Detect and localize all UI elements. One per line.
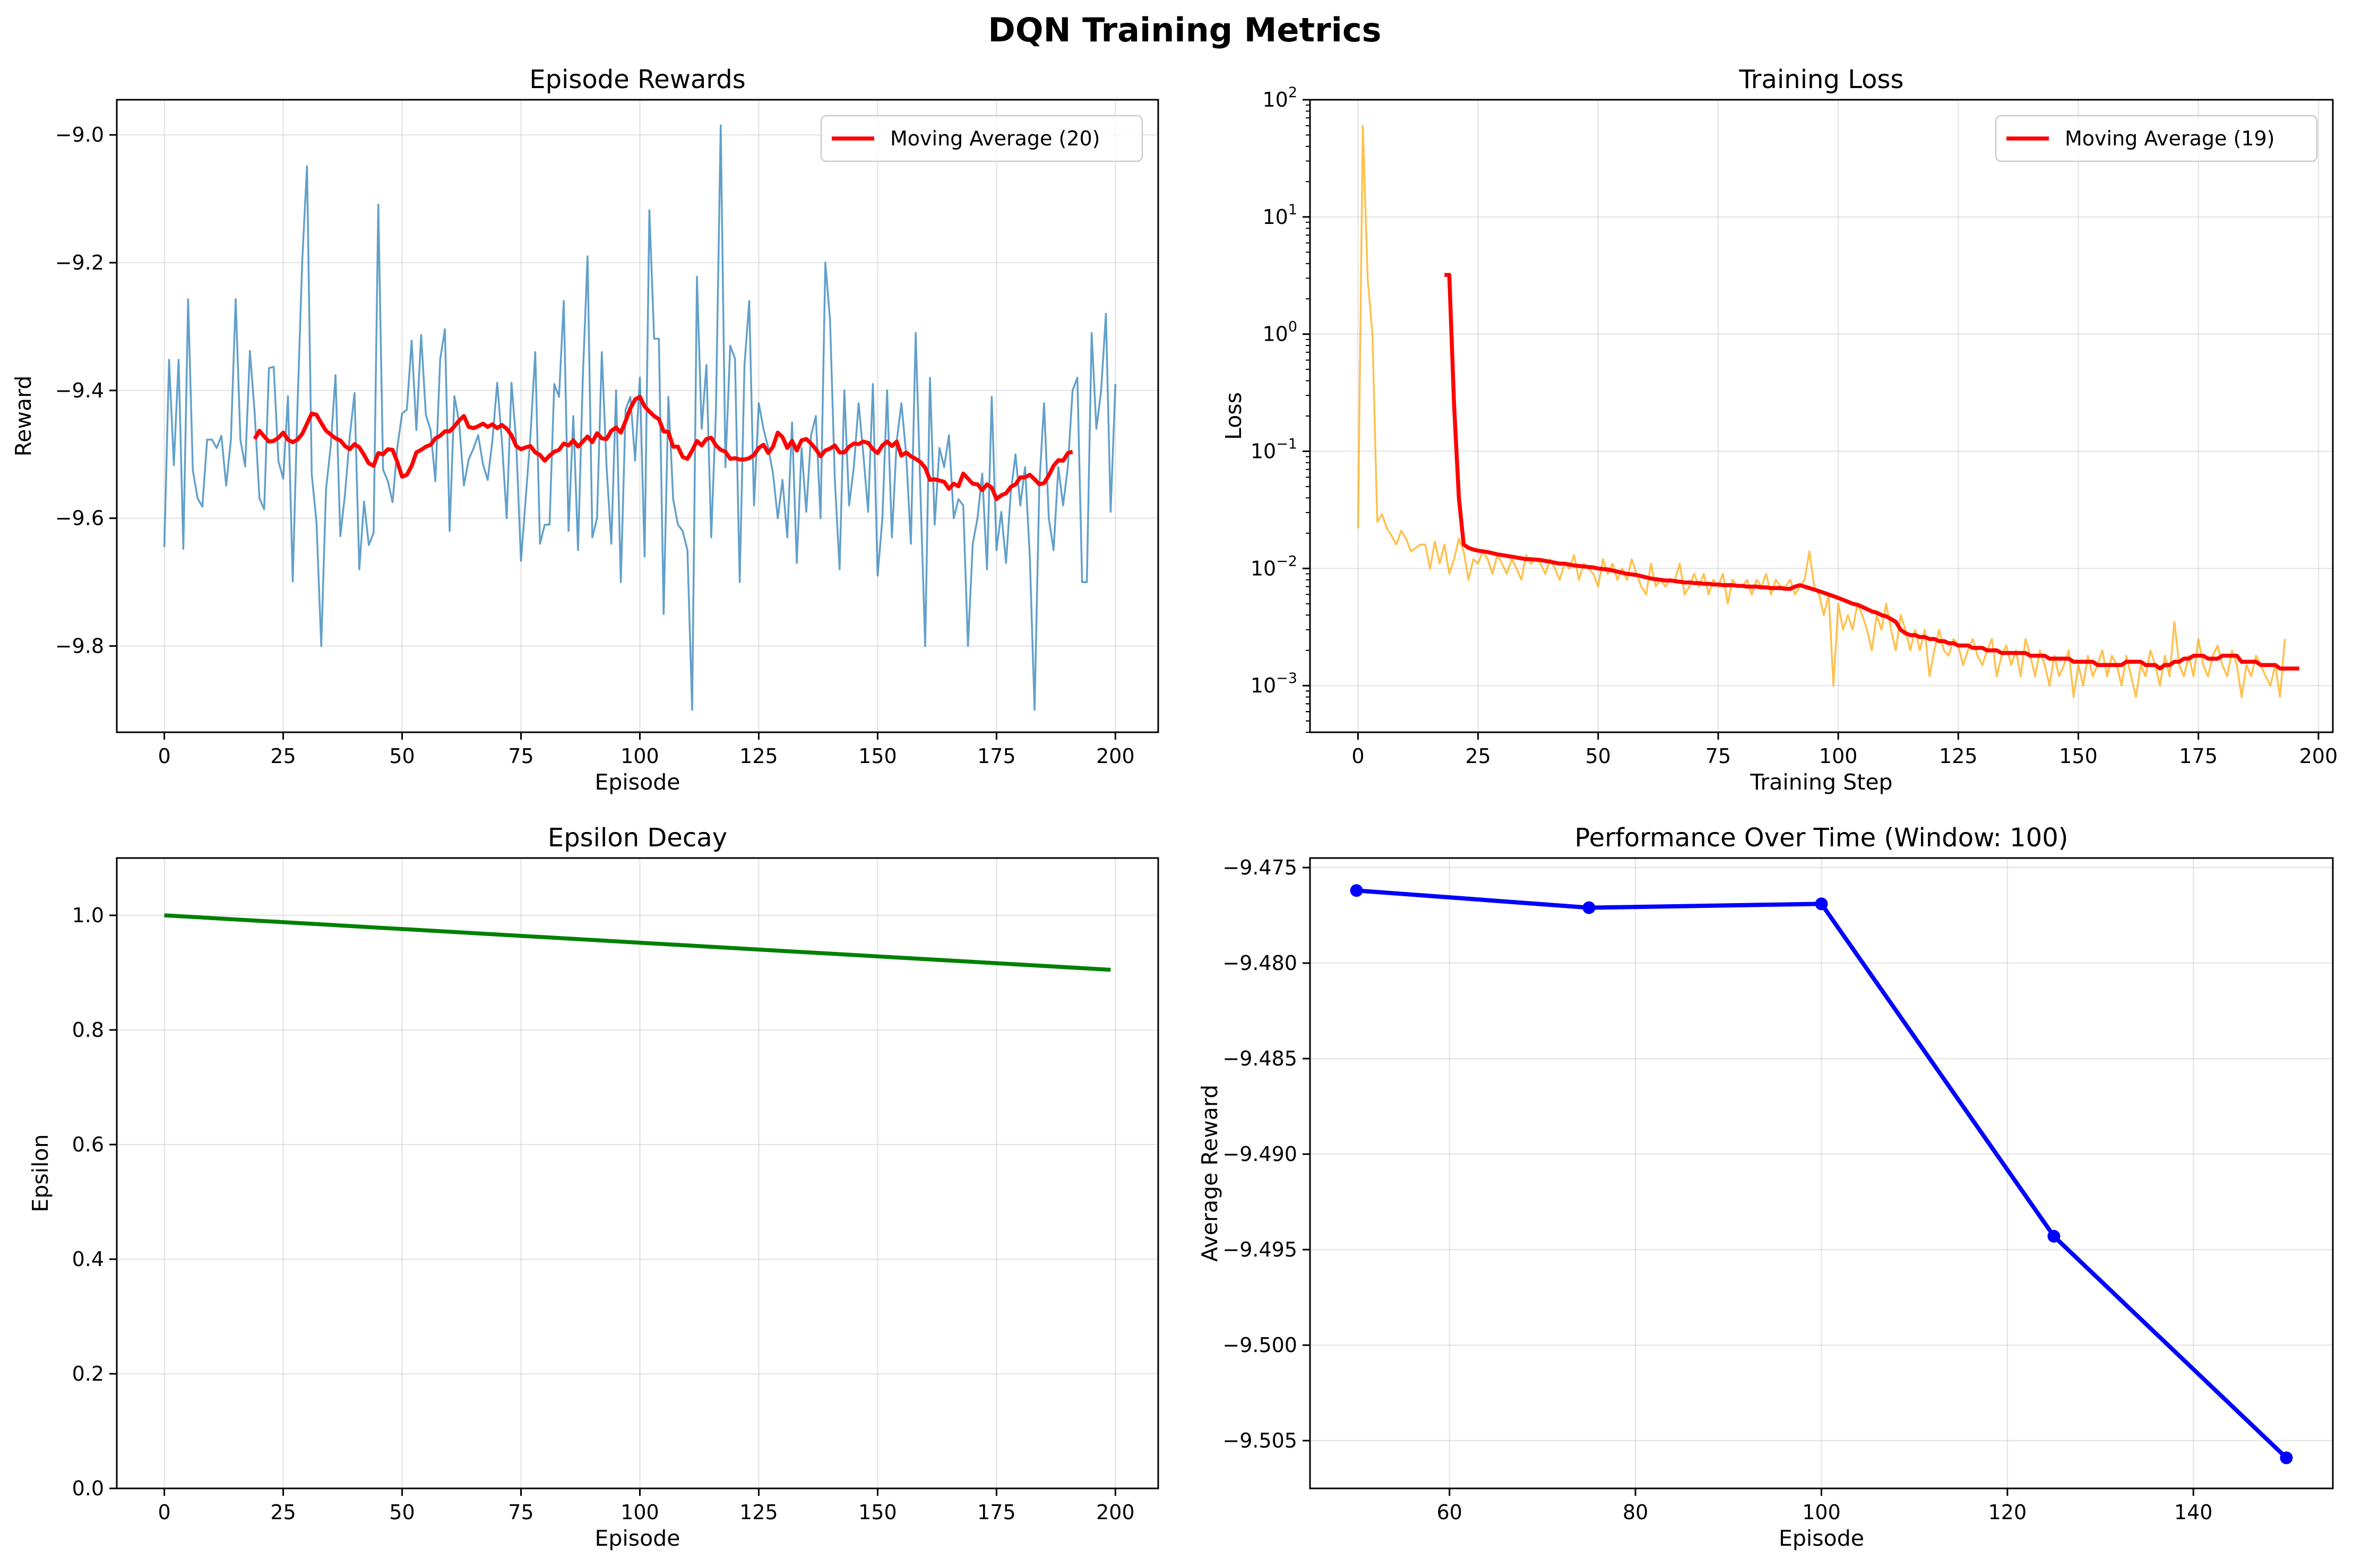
y-tick-label: −9.2 — [55, 251, 104, 274]
rewards-y-axis-label: Reward — [11, 376, 36, 457]
y-tick-label: −9.495 — [1222, 1238, 1297, 1261]
performance-data-point — [1815, 897, 1828, 911]
x-tick-label: 100 — [1819, 744, 1858, 768]
x-tick-label: 125 — [1939, 744, 1978, 768]
x-tick-label: 60 — [1437, 1501, 1462, 1524]
loss-chart: 0 25 50 75 100 125 150 175 200 102 101 100 10−1 10−2 1… — [1221, 65, 2338, 795]
y-tick-label: 10−1 — [1251, 436, 1297, 463]
x-tick-label: 80 — [1623, 1501, 1648, 1524]
x-tick-label: 25 — [270, 744, 296, 768]
loss-x-axis-label: Training Step — [1750, 769, 1892, 795]
x-tick-label: 150 — [858, 1501, 897, 1524]
x-tick-label: 125 — [739, 1501, 778, 1524]
x-tick-label: 175 — [977, 744, 1016, 768]
loss-axes-frame — [1309, 99, 2334, 733]
loss-series-2-line — [1444, 273, 2299, 671]
legend-entry: Moving Average (20) — [890, 127, 1100, 150]
y-tick-label: −9.505 — [1222, 1429, 1297, 1452]
rewards-series-group — [163, 124, 1117, 711]
y-tick-label: −9.485 — [1222, 1047, 1297, 1070]
x-tick-label: 150 — [2059, 744, 2098, 768]
performance-title: Performance Over Time (Window: 100) — [1575, 823, 2069, 853]
rewards-series-1-line — [163, 124, 1117, 711]
loss-series-group — [1357, 125, 2299, 698]
y-tick-label: 10−3 — [1251, 670, 1297, 697]
y-tick-label: 0.2 — [72, 1362, 104, 1385]
performance-chart: 60 80 100 120 140 −9.475 −9.480 −9.485 −9.490 −9.… — [1197, 823, 2334, 1551]
y-tick-label: 100 — [1262, 319, 1297, 346]
performance-data-point — [2280, 1451, 2293, 1465]
y-tick-label: −9.4 — [55, 379, 104, 402]
x-tick-label: 175 — [977, 1501, 1016, 1524]
rewards-chart: 0 25 50 75 100 125 150 175 200 −9.0 −9.2 −9.4 −9.6 −9… — [11, 65, 1159, 795]
x-tick-label: 175 — [2179, 744, 2218, 768]
loss-series-1-line — [1357, 125, 2286, 698]
y-tick-label: 1.0 — [72, 904, 104, 927]
epsilon-y-axis-label: Epsilon — [28, 1134, 53, 1212]
loss-title: Training Loss — [1739, 65, 1904, 94]
x-tick-label: 25 — [1465, 744, 1490, 768]
epsilon-series-1-line — [164, 913, 1111, 972]
x-tick-label: 75 — [508, 1501, 533, 1524]
performance-data-point — [2047, 1229, 2061, 1243]
y-tick-label: −9.490 — [1222, 1142, 1297, 1166]
rewards-title: Episode Rewards — [529, 65, 746, 94]
epsilon-chart: 0 25 50 75 100 125 150 175 200 0.0 0.2 0.4 0.6 0.8 1.0… — [28, 823, 1159, 1551]
y-tick-label: −9.8 — [55, 634, 104, 657]
x-tick-label: 200 — [1096, 744, 1135, 768]
x-tick-label: 200 — [1096, 1501, 1135, 1524]
x-tick-label: 0 — [1351, 744, 1364, 768]
x-tick-label: 50 — [389, 744, 415, 768]
epsilon-series-group — [164, 913, 1111, 972]
x-tick-label: 200 — [2299, 744, 2338, 768]
rewards-series-2-line — [253, 395, 1073, 501]
x-tick-label: 50 — [1585, 744, 1611, 768]
figure-title: DQN Training Metrics — [988, 11, 1381, 49]
x-tick-label: 100 — [620, 1501, 659, 1524]
x-tick-label: 100 — [620, 744, 659, 768]
y-tick-label: 101 — [1262, 202, 1297, 229]
x-tick-label: 75 — [508, 744, 533, 768]
x-tick-label: 150 — [858, 744, 897, 768]
y-tick-label: 0.4 — [72, 1248, 104, 1271]
legend-box — [820, 115, 1143, 162]
y-tick-label: −9.6 — [55, 507, 104, 530]
rewards-legend: Moving Average (20) — [820, 115, 1143, 162]
x-tick-label: 140 — [2174, 1501, 2213, 1524]
performance-data-point — [1350, 884, 1363, 897]
x-tick-label: 100 — [1802, 1501, 1841, 1524]
epsilon-x-axis-label: Episode — [594, 1526, 680, 1551]
x-tick-label: 50 — [389, 1501, 415, 1524]
epsilon-axes-frame — [116, 857, 1159, 1489]
loss-legend: Moving Average (19) — [1995, 115, 2318, 162]
x-tick-label: 0 — [158, 1501, 170, 1524]
x-tick-label: 75 — [1705, 744, 1731, 768]
legend-box — [1995, 115, 2318, 162]
x-tick-label: 120 — [1988, 1501, 2027, 1524]
y-tick-label: −9.480 — [1222, 951, 1297, 975]
rewards-axes-frame — [116, 99, 1159, 733]
y-tick-label: 0.0 — [72, 1477, 104, 1500]
y-tick-label: 0.6 — [72, 1133, 104, 1156]
y-tick-label: −9.475 — [1222, 856, 1297, 879]
performance-data-point — [1582, 901, 1596, 914]
y-tick-label: −9.500 — [1222, 1333, 1297, 1357]
x-tick-label: 125 — [739, 744, 778, 768]
loss-y-axis-label: Loss — [1221, 392, 1246, 440]
y-tick-label: 0.8 — [72, 1018, 104, 1042]
performance-y-axis-label: Average Reward — [1197, 1085, 1222, 1262]
performance-x-axis-label: Episode — [1779, 1526, 1864, 1551]
x-tick-label: 25 — [270, 1501, 296, 1524]
y-tick-label: 102 — [1262, 84, 1297, 111]
rewards-x-axis-label: Episode — [594, 769, 680, 795]
epsilon-title: Epsilon Decay — [548, 823, 727, 853]
legend-entry: Moving Average (19) — [2065, 127, 2275, 150]
y-tick-label: 10−2 — [1251, 553, 1297, 580]
y-tick-label: −9.0 — [55, 123, 104, 146]
x-tick-label: 0 — [158, 744, 170, 768]
